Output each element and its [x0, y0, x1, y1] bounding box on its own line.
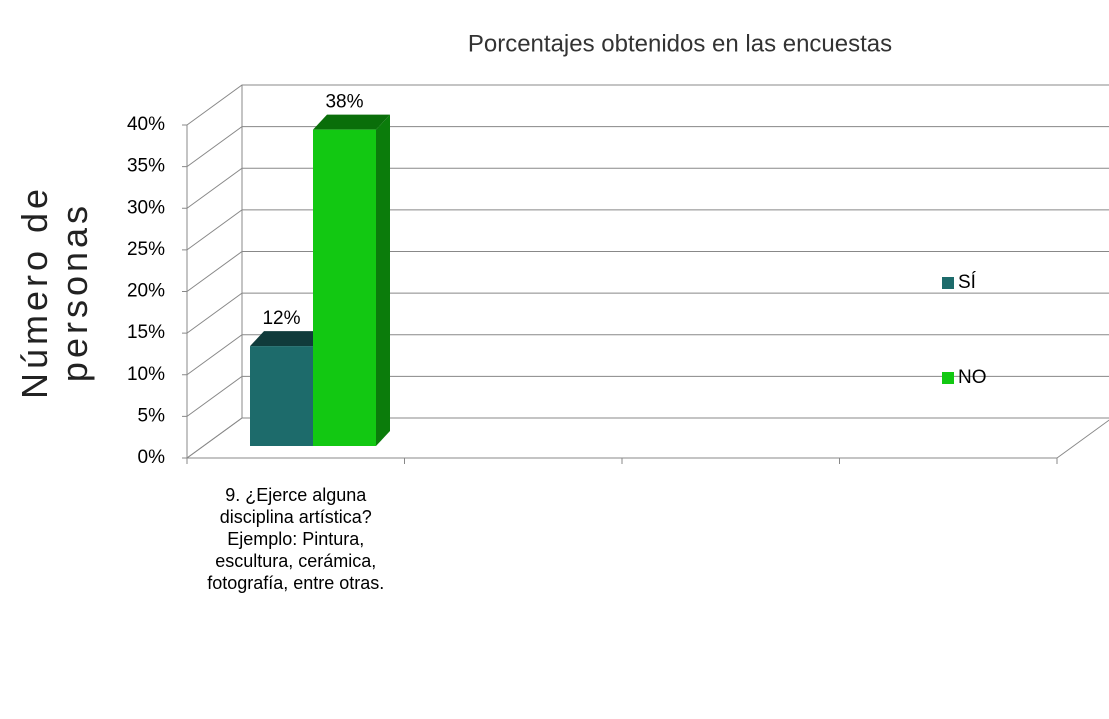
legend-swatch	[942, 372, 954, 384]
grid-line	[186, 167, 1109, 209]
bar	[313, 114, 390, 447]
y-tick-label: 20%	[127, 281, 165, 302]
y-tick-label: 0%	[138, 447, 166, 468]
grid-line	[186, 417, 1109, 459]
x-tick-label: 9. ¿Ejerce alguna disciplina artística? …	[207, 485, 385, 593]
grid-line	[186, 334, 1109, 376]
bar-front	[313, 129, 376, 446]
legend-label: NO	[958, 367, 987, 388]
y-tick-label: 15%	[127, 322, 165, 343]
y-tick-label: 5%	[138, 405, 166, 426]
y-tick-label: 30%	[127, 197, 165, 218]
bar	[250, 331, 327, 446]
data-label: 12%	[262, 308, 300, 329]
y-tick-label: 40%	[127, 114, 165, 135]
data-label: 38%	[325, 92, 363, 113]
y-axis-label: Número de personas	[14, 184, 95, 400]
grid-line	[186, 84, 1109, 126]
grid-line	[186, 375, 1109, 417]
chart-title: Porcentajes obtenidos en las encuestas	[468, 30, 892, 57]
bar-side	[376, 114, 390, 447]
grid-line	[186, 209, 1109, 251]
bar-top	[250, 331, 327, 347]
legend-swatch	[942, 277, 954, 289]
y-tick-label: 10%	[127, 364, 165, 385]
grid-line	[186, 251, 1109, 292]
grid-line	[186, 126, 1109, 168]
legend-label: SÍ	[958, 272, 977, 293]
y-tick-label: 35%	[127, 156, 165, 177]
grid-line	[186, 292, 1109, 334]
bar-front	[250, 346, 313, 446]
y-tick-label: 25%	[127, 239, 165, 260]
bar-top	[313, 114, 390, 130]
